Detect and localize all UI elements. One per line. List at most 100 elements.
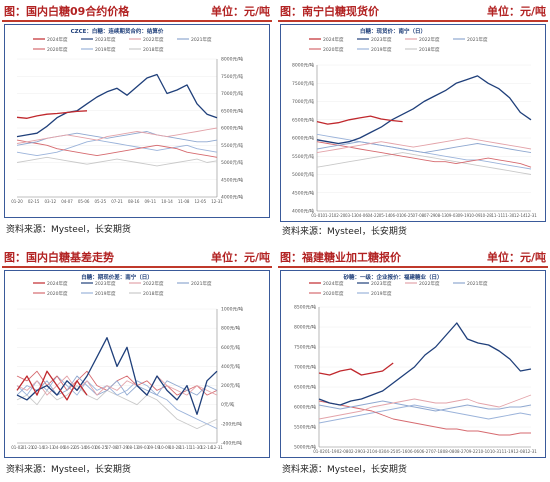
- chart-svg: 砂糖：一级：企业报价：福建糖业（日）2024年度 2023年度 2022年度 2021…: [294, 273, 537, 454]
- legend-label: 2020年度: [47, 290, 68, 297]
- series-line-2022年度: [16, 375, 218, 396]
- y-tick-label: 6500元/吨: [221, 107, 243, 114]
- y-tick-label: 5000元/吨: [221, 159, 243, 166]
- legend-label: 2023年度: [95, 36, 116, 43]
- legend-label: 2022年度: [143, 36, 164, 43]
- legend-label: 2019年度: [371, 290, 392, 297]
- chart-frame: 砂糖：一级：企业报价：福建糖业（日） 2024年度 2023年度 2022年度 2021…: [280, 270, 546, 458]
- legend-label: 2022年度: [419, 36, 440, 43]
- x-tick-label: 08-16: [128, 199, 140, 204]
- panel-fujian-quote: 图：福建糖业加工糖报价 单位：元/吨 砂糖：一级：企业报价：福建糖业（日） 202…: [278, 248, 548, 480]
- series-line-2019年度: [16, 375, 218, 430]
- x-tick-label: 12-14: [514, 213, 526, 218]
- y-tick-label: 5000元/吨: [292, 171, 314, 178]
- x-tick-label: 12-14: [201, 445, 213, 450]
- source-note: 资料来源：Mysteel，长安期货: [6, 465, 131, 475]
- series-line-2018年度: [16, 156, 218, 167]
- y-tick-label: -200元/吨: [221, 420, 242, 427]
- x-tick-label: 06-25: [95, 445, 107, 450]
- y-tick-label: -400元/吨: [221, 440, 242, 447]
- series-line-2019年度: [16, 139, 218, 157]
- y-tick-label: 600元/吨: [221, 344, 241, 351]
- series-line-2024年度: [16, 370, 88, 401]
- y-tick-label: 1000元/吨: [221, 306, 243, 313]
- x-tick-label: 01-21: [22, 445, 34, 450]
- x-tick-label: 03-21: [360, 449, 372, 454]
- x-tick-label: 07-29: [116, 445, 128, 450]
- x-tick-label: 10-31: [490, 449, 502, 454]
- y-tick-label: 5500元/吨: [294, 424, 316, 431]
- chart-frame: 白糖：现货价：南宁（日） 2024年度 2023年度 2022年度 2021年度 2020…: [280, 24, 546, 222]
- panel-title: 图：国内白糖09合约价格: [4, 5, 130, 18]
- x-tick-label: 10-09: [469, 213, 481, 218]
- legend-label: 2018年度: [419, 46, 440, 53]
- legend-label: 2019年度: [95, 290, 116, 297]
- series-line-2021年度: [318, 400, 532, 412]
- x-tick-label: 08-13: [127, 445, 139, 450]
- series-line-2023年度: [16, 73, 218, 138]
- y-tick-label: 6500元/吨: [294, 384, 316, 391]
- y-tick-label: 4000元/吨: [221, 194, 243, 201]
- x-tick-label: 08-13: [435, 213, 447, 218]
- x-tick-label: 06-01: [390, 213, 402, 218]
- series-line-2024年度: [316, 115, 403, 125]
- x-tick-label: 01-20: [11, 199, 23, 204]
- x-tick-label: 07-08: [413, 213, 425, 218]
- chart-title: 白糖：期现价差：南宁（日）: [81, 273, 153, 281]
- legend-label: 2023年度: [95, 280, 116, 287]
- y-tick-label: 4500元/吨: [292, 189, 314, 196]
- y-tick-label: 200元/吨: [221, 382, 241, 389]
- series-line-2020年度: [16, 139, 218, 158]
- y-tick-label: 7500元/吨: [294, 344, 316, 351]
- x-tick-label: 05-25: [95, 199, 107, 204]
- panel-unit: 单位：元/吨: [210, 5, 270, 18]
- x-tick-label: 11-30: [190, 445, 202, 450]
- legend-label: 2018年度: [143, 290, 164, 297]
- x-tick-label: 01-01: [311, 213, 323, 218]
- legend-label: 2022年度: [419, 280, 440, 287]
- series-line-2020年度: [318, 400, 531, 436]
- y-tick-label: 4000元/吨: [292, 208, 314, 215]
- x-tick-label: 04-06: [53, 445, 65, 450]
- x-tick-label: 09-03: [446, 213, 458, 218]
- y-tick-label: 5500元/吨: [292, 153, 314, 160]
- chart-svg: 白糖：现货价：南宁（日） 2024年度 2023年度 2022年度 2021年度 2020…: [292, 27, 537, 218]
- x-tick-label: 08-08: [443, 449, 455, 454]
- x-tick-label: 06-25: [401, 213, 413, 218]
- x-tick-label: 02-08: [337, 449, 349, 454]
- panel-futures-price: 图：国内白糖09合约价格 单位：元/吨 CZCE：白糖：连续期货合约：结算价 20…: [2, 2, 272, 240]
- x-tick-label: 01-02: [313, 449, 325, 454]
- x-tick-label: 07-21: [111, 199, 123, 204]
- y-tick-label: 6000元/吨: [294, 404, 316, 411]
- x-tick-label: 09-11: [145, 199, 157, 204]
- chart-frame: 白糖：期现价差：南宁（日） 2024年度 2023年度 2022年度 2021年度 202…: [4, 270, 270, 458]
- panel-header: 图：福建糖业加工糖报价 单位：元/吨: [278, 248, 548, 268]
- chart-title: CZCE：白糖：连续期货合约：结算价: [71, 27, 164, 35]
- panel-header: 图：南宁白糖现货价 单位：元/吨: [278, 2, 548, 22]
- panel-basis: 图：国内白糖基差走势 单位：元/吨 白糖：期现价差：南宁（日） 2024年度 202…: [2, 248, 272, 480]
- panel-header: 图：国内白糖基差走势 单位：元/吨: [2, 248, 272, 268]
- series-line-2019年度: [316, 133, 532, 170]
- legend-label: 2023年度: [371, 280, 392, 287]
- x-tick-label: 10-10: [478, 449, 490, 454]
- y-tick-label: 8000元/吨: [292, 62, 314, 69]
- legend-label: 2018年度: [143, 46, 164, 53]
- legend-label: 2024年度: [47, 280, 68, 287]
- x-tick-label: 10-28: [480, 213, 492, 218]
- x-tick-label: 03-13: [345, 213, 357, 218]
- chart-title: 砂糖：一级：企业报价：福建糖业（日）: [342, 273, 442, 281]
- panel-unit: 单位：元/吨: [486, 5, 546, 18]
- y-tick-label: 5500元/吨: [221, 142, 243, 149]
- y-tick-label: 400元/吨: [221, 363, 241, 370]
- y-tick-label: 5000元/吨: [294, 444, 316, 451]
- x-tick-label: 05-16: [396, 449, 408, 454]
- series-line-2020年度: [316, 141, 532, 168]
- x-tick-label: 05-14: [74, 445, 86, 450]
- y-tick-label: 7000元/吨: [294, 364, 316, 371]
- x-tick-label: 01-02: [11, 445, 23, 450]
- x-tick-label: 03-13: [43, 445, 55, 450]
- y-tick-label: 6000元/吨: [221, 125, 243, 132]
- legend-label: 2021年度: [467, 280, 488, 287]
- x-tick-label: 10-14: [161, 199, 173, 204]
- y-tick-label: 4500元/吨: [221, 176, 243, 183]
